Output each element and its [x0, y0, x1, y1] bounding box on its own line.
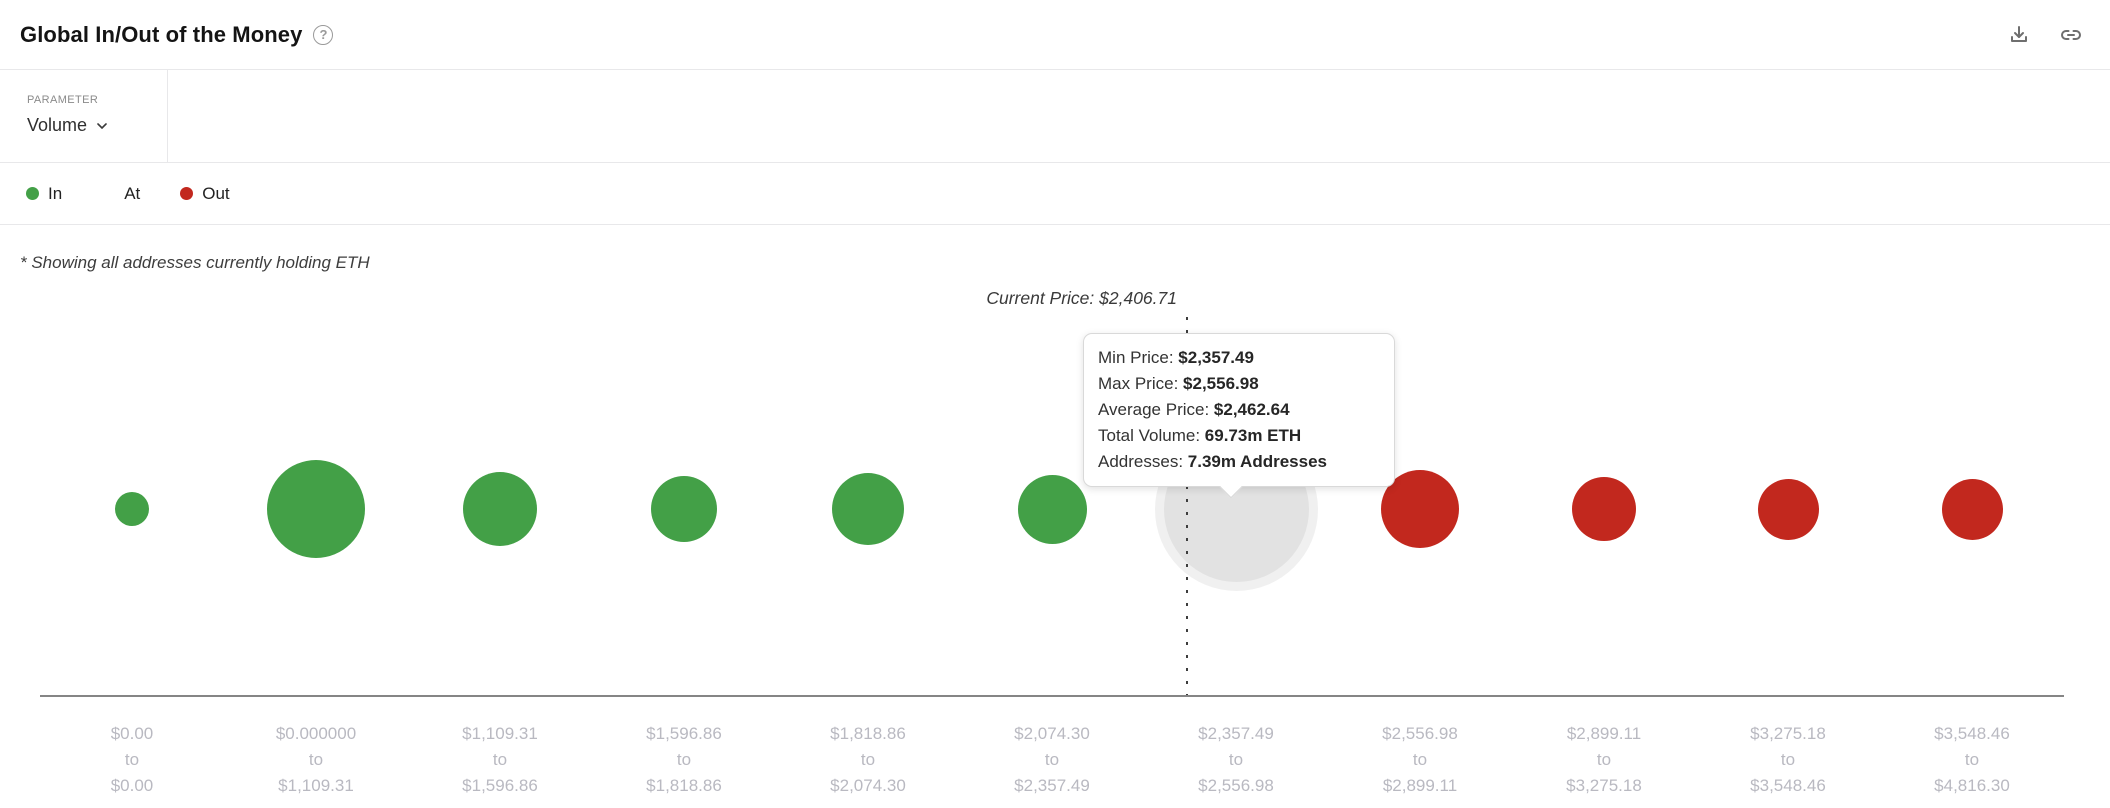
chart-note: * Showing all addresses currently holdin… — [20, 253, 370, 272]
help-icon[interactable]: ? — [313, 24, 334, 45]
tooltip-row: Max Price: $2,556.98 — [1098, 374, 1259, 393]
x-axis-label-bucket-10: $3,548.46 to $4,816.30 — [1934, 724, 2010, 795]
parameter-label: PARAMETER — [27, 94, 99, 106]
x-axis-label-bucket-1: $0.000000 to $1,109.31 — [275, 724, 357, 795]
bubble-out-bucket-8[interactable] — [1572, 477, 1636, 541]
page-title: Global In/Out of the Money — [20, 21, 303, 47]
widget-header: Global In/Out of the Money ? — [0, 0, 2110, 70]
current-price-line — [1186, 317, 1188, 695]
bubble-in-bucket-0[interactable] — [115, 492, 149, 526]
parameter-selector[interactable]: PARAMETER Volume — [0, 70, 168, 162]
legend-dot-out — [180, 187, 194, 200]
legend-label: In — [48, 183, 63, 203]
legend: In At Out — [0, 163, 2110, 225]
bubble-in-bucket-3[interactable] — [651, 476, 717, 542]
tooltip-row: Addresses: 7.39m Addresses — [1098, 452, 1327, 471]
x-axis-label-bucket-8: $2,899.11 to $3,275.18 — [1566, 724, 1642, 795]
x-axis-line — [40, 695, 2064, 697]
link-icon[interactable] — [2058, 22, 2084, 48]
legend-item-at[interactable]: At — [102, 184, 140, 204]
x-axis-label-bucket-9: $3,275.18 to $3,548.46 — [1750, 724, 1826, 795]
bubble-out-bucket-10[interactable] — [1941, 478, 2003, 540]
legend-item-in[interactable]: In — [26, 184, 62, 204]
download-icon[interactable] — [2006, 22, 2032, 48]
bubble-in-bucket-2[interactable] — [463, 472, 537, 546]
x-axis-label-bucket-3: $1,596.86 to $1,818.86 — [646, 724, 722, 795]
bubble-out-bucket-7[interactable] — [1381, 470, 1459, 548]
x-axis-label-bucket-7: $2,556.98 to $2,899.11 — [1382, 724, 1458, 795]
tooltip: Min Price: $2,357.49 Max Price: $2,556.98… — [1083, 333, 1395, 499]
chart-area: * Showing all addresses currently holdin… — [0, 225, 2110, 808]
x-axis-label-bucket-6: $2,357.49 to $2,556.98 — [1198, 724, 1274, 795]
bubble-in-bucket-1[interactable] — [267, 460, 365, 558]
x-axis-label-bucket-4: $1,818.86 to $2,074.30 — [830, 724, 906, 795]
current-price-label: Current Price: $2,406.71 — [986, 288, 1177, 308]
tooltip-row: Average Price: $2,462.64 — [1098, 400, 1290, 419]
bubble-in-bucket-4[interactable] — [832, 473, 904, 545]
legend-dot-in — [26, 187, 39, 200]
tooltip-row: Min Price: $2,357.49 — [1098, 348, 1254, 367]
parameter-bar: PARAMETER Volume — [0, 70, 2110, 163]
legend-label: Out — [202, 183, 230, 203]
legend-dot-at — [102, 187, 116, 200]
bubble-out-bucket-9[interactable] — [1757, 478, 1819, 540]
tooltip-row: Total Volume: 69.73m ETH — [1098, 426, 1302, 445]
chevron-down-icon — [97, 122, 107, 129]
x-axis-label-bucket-5: $2,074.30 to $2,357.49 — [1014, 724, 1090, 795]
bubble-in-bucket-5[interactable] — [1017, 474, 1087, 544]
legend-item-out[interactable]: Out — [180, 183, 230, 204]
x-axis-label-bucket-2: $1,109.31 to $1,596.86 — [462, 724, 538, 795]
parameter-value: Volume — [27, 115, 88, 135]
legend-label: At — [124, 183, 141, 203]
x-axis-label-bucket-0: $0.00 to $0.00 — [110, 724, 154, 795]
